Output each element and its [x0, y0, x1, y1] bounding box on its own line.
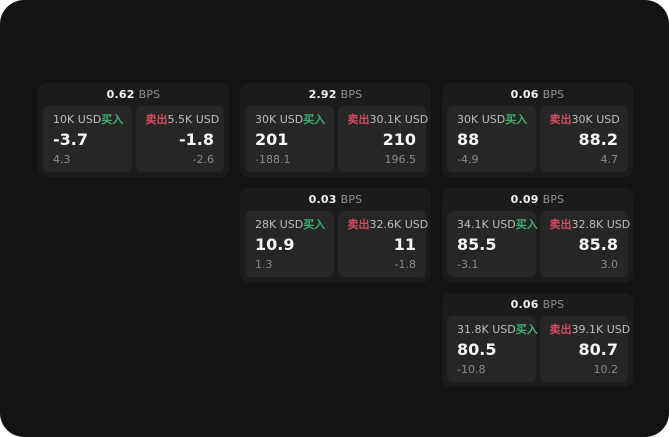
buy-price: 85.5 [457, 235, 497, 254]
buy-delta: 1.3 [255, 258, 273, 271]
buy-quote-panel[interactable]: 31.8K USD 买入 80.5 -10.8 [447, 316, 538, 382]
sell-amount: 5.5K USD [167, 113, 220, 126]
sell-quote-panel[interactable]: 卖出 30.1K USD 210 196.5 [337, 106, 429, 172]
sell-button[interactable]: 卖出 [347, 218, 370, 231]
sell-price: 11 [393, 235, 416, 254]
sell-price: 80.7 [578, 340, 618, 359]
sell-button[interactable]: 卖出 [549, 218, 572, 231]
sell-quote-panel[interactable]: 卖出 39.1K USD 80.7 10.2 [539, 316, 631, 382]
spread-unit: BPS [340, 88, 363, 101]
buy-amount: 30K USD [255, 113, 304, 126]
sell-amount: 39.1K USD [571, 323, 631, 336]
sell-delta: 4.7 [600, 153, 619, 166]
buy-price: -3.7 [53, 130, 88, 149]
quote-card: 0.09 BPS 34.1K USD 买入 85.5 -3.1 卖出 32.8K… [442, 188, 633, 282]
buy-quote-panel[interactable]: 30K USD 买入 88 -4.9 [447, 106, 536, 172]
quote-card: 0.03 BPS 28K USD 买入 10.9 1.3 卖出 32.6K US… [240, 188, 431, 282]
spread-unit: BPS [542, 193, 565, 206]
buy-delta: -3.1 [457, 258, 479, 271]
buy-delta: 4.3 [53, 153, 71, 166]
buy-quote-panel[interactable]: 30K USD 买入 201 -188.1 [245, 106, 334, 172]
spread-unit: BPS [340, 193, 363, 206]
sell-price: 85.8 [578, 235, 618, 254]
sell-delta: 10.2 [593, 363, 619, 376]
spread-header: 0.62 BPS [38, 83, 229, 106]
spread-header: 0.06 BPS [442, 83, 633, 106]
buy-price: 10.9 [255, 235, 295, 254]
buy-button[interactable]: 买入 [515, 323, 538, 336]
buy-price: 80.5 [457, 340, 497, 359]
sell-delta: 196.5 [384, 153, 417, 166]
buy-quote-panel[interactable]: 34.1K USD 买入 85.5 -3.1 [447, 211, 538, 277]
sell-delta: 3.0 [600, 258, 619, 271]
buy-delta: -10.8 [457, 363, 486, 376]
quote-card: 0.62 BPS 10K USD 买入 -3.7 4.3 卖出 5.5K USD [38, 83, 229, 177]
buy-delta: -4.9 [457, 153, 479, 166]
spread-unit: BPS [542, 88, 565, 101]
buy-button[interactable]: 买入 [515, 218, 538, 231]
quote-card: 0.06 BPS 31.8K USD 买入 80.5 -10.8 卖出 39.1… [442, 293, 633, 387]
sell-button[interactable]: 卖出 [145, 113, 168, 126]
sell-price: 88.2 [578, 130, 618, 149]
buy-price: 88 [457, 130, 480, 149]
spread-unit: BPS [542, 298, 565, 311]
spread-value: 0.03 [308, 193, 337, 206]
spread-value: 0.62 [106, 88, 135, 101]
buy-button[interactable]: 买入 [303, 218, 326, 231]
buy-button[interactable]: 买入 [303, 113, 326, 126]
buy-quote-panel[interactable]: 10K USD 买入 -3.7 4.3 [43, 106, 132, 172]
sell-button[interactable]: 卖出 [347, 113, 370, 126]
spread-header: 0.09 BPS [442, 188, 633, 211]
buy-amount: 10K USD [53, 113, 102, 126]
sell-amount: 30K USD [571, 113, 620, 126]
sell-delta: -2.6 [192, 153, 214, 166]
sell-quote-panel[interactable]: 卖出 32.8K USD 85.8 3.0 [539, 211, 631, 277]
spread-header: 2.92 BPS [240, 83, 431, 106]
quote-grid: 0.62 BPS 10K USD 买入 -3.7 4.3 卖出 5.5K USD [38, 83, 633, 387]
spread-header: 0.06 BPS [442, 293, 633, 316]
sell-button[interactable]: 卖出 [549, 113, 572, 126]
sell-quote-panel[interactable]: 卖出 32.6K USD 11 -1.8 [337, 211, 429, 277]
spread-value: 0.09 [510, 193, 539, 206]
sell-amount: 30.1K USD [369, 113, 429, 126]
quote-card: 0.06 BPS 30K USD 买入 88 -4.9 卖出 30K USD [442, 83, 633, 177]
sell-amount: 32.8K USD [571, 218, 631, 231]
sell-button[interactable]: 卖出 [549, 323, 572, 336]
sell-delta: -1.8 [394, 258, 416, 271]
sell-quote-panel[interactable]: 卖出 30K USD 88.2 4.7 [539, 106, 628, 172]
spread-value: 0.06 [510, 88, 539, 101]
sell-amount: 32.6K USD [369, 218, 429, 231]
spread-value: 0.06 [510, 298, 539, 311]
buy-price: 201 [255, 130, 289, 149]
buy-button[interactable]: 买入 [101, 113, 124, 126]
sell-quote-panel[interactable]: 卖出 5.5K USD -1.8 -2.6 [135, 106, 224, 172]
buy-quote-panel[interactable]: 28K USD 买入 10.9 1.3 [245, 211, 334, 277]
spread-value: 2.92 [308, 88, 337, 101]
buy-button[interactable]: 买入 [505, 113, 528, 126]
buy-amount: 30K USD [457, 113, 506, 126]
buy-delta: -188.1 [255, 153, 291, 166]
spread-unit: BPS [138, 88, 161, 101]
buy-amount: 31.8K USD [457, 323, 516, 336]
sell-price: -1.8 [179, 130, 214, 149]
buy-amount: 28K USD [255, 218, 304, 231]
quote-card: 2.92 BPS 30K USD 买入 201 -188.1 卖出 30.1K … [240, 83, 431, 177]
spread-header: 0.03 BPS [240, 188, 431, 211]
sell-price: 210 [382, 130, 416, 149]
buy-amount: 34.1K USD [457, 218, 516, 231]
